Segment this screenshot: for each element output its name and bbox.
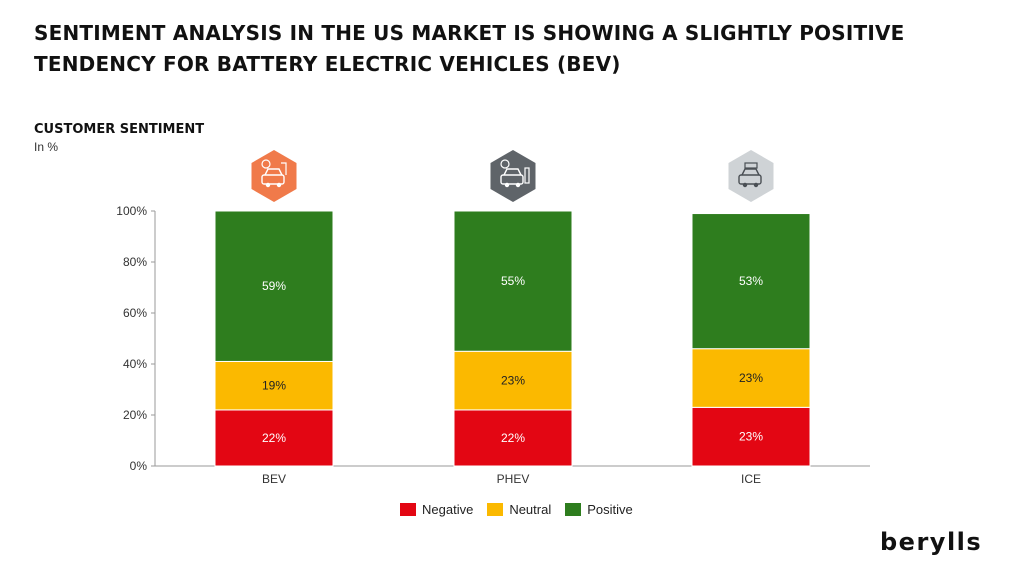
bar-positive-phev [453,210,573,352]
y-tick-label: 20% [123,408,147,422]
data-label-neutral-phev: 23% [501,374,525,388]
x-tick-label: ICE [741,472,761,486]
y-tick-label: 40% [123,357,147,371]
bar-neutral-bev [214,360,334,411]
icon-glyph-wheel [504,182,510,188]
bar-negative-ice [691,406,811,467]
data-label-positive-ice: 53% [739,274,763,288]
icon-glyph-pump [524,167,530,184]
bar-negative-bev [214,409,334,467]
legend-label-negative: Negative [422,501,474,517]
icon-hexagon [490,150,536,202]
bar-positive-bev [214,210,334,362]
legend-swatch-neutral [487,502,504,516]
icon-glyph-plug [261,159,271,169]
legend-swatch-negative [400,502,416,516]
legend-swatch-positive [565,502,582,516]
icon-glyph-wheel [753,182,759,188]
data-label-negative-bev: 22% [262,431,286,445]
chart-legend: Negative Neutral Positive [400,500,633,518]
icon-glyph-roof [264,168,283,176]
data-label-negative-phev: 22% [501,431,525,445]
y-tick-label: 60% [123,306,147,320]
y-tick-label: 100% [116,204,147,218]
x-tick-label: BEV [262,472,286,486]
berylls-logo: berylls [880,528,983,556]
icon-glyph-wheel [742,182,748,188]
icon-glyph-body [738,174,762,185]
data-label-neutral-ice: 23% [739,371,763,385]
y-tick-label: 0% [130,459,148,473]
bar-negative-phev [453,409,573,467]
icon-glyph-body [261,174,285,185]
legend-item-neutral: Neutral [487,502,551,517]
page-title: SENTIMENT ANALYSIS IN THE US MARKET IS S… [34,21,905,76]
legend-label-neutral: Neutral [509,501,552,517]
bar-positive-ice [691,213,811,350]
x-tick-label: PHEV [497,472,530,486]
icon-hexagon [728,150,774,202]
icon-glyph-roof [741,168,760,176]
y-tick-label: 80% [123,255,147,269]
legend-item-negative: Negative [400,502,473,517]
icon-hexagon [251,150,297,202]
icon-glyph-roof [503,168,522,176]
icon-glyph-plug [500,159,510,169]
unit-label: In % [34,140,59,154]
icon-glyph-cable [281,162,287,175]
data-label-positive-bev: 59% [262,279,286,293]
hybrid-car-fuel-icon [490,150,536,202]
icon-glyph-wheel [515,182,521,188]
data-label-neutral-bev: 19% [262,379,286,393]
car-charging-icon [251,150,297,202]
legend-item-positive: Positive [565,502,633,517]
chart-subtitle: CUSTOMER SENTIMENT [34,122,205,137]
bar-neutral-phev [453,350,573,411]
bar-neutral-ice [691,348,811,408]
data-label-negative-ice: 23% [739,430,763,444]
icon-glyph-engine-top [744,162,758,169]
legend-label-positive: Positive [587,501,633,517]
icon-glyph-body [500,174,524,185]
icon-glyph-wheel [265,182,271,188]
icon-glyph-wheel [276,182,282,188]
data-label-positive-phev: 55% [501,274,525,288]
engine-icon [728,150,774,202]
